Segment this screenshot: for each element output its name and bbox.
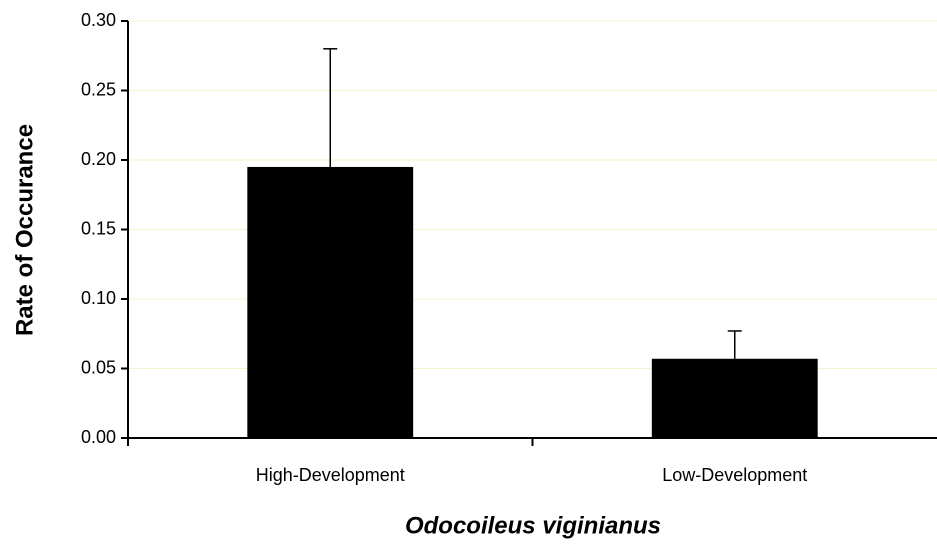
y-tick-label: 0.05 [81,357,116,377]
y-tick-label: 0.30 [81,10,116,30]
y-tick-label: 0.00 [81,427,116,447]
y-axis-title: Rate of Occurance [11,124,38,336]
x-tick-label: Low-Development [662,465,807,485]
x-tick-label: High-Development [256,465,405,485]
bar [651,358,818,438]
y-tick-label: 0.20 [81,149,116,169]
y-tick-label: 0.10 [81,288,116,308]
x-axis-title: Odocoileus viginianus [405,512,661,539]
bar [247,166,414,438]
y-tick-label: 0.15 [81,218,116,238]
y-tick-label: 0.25 [81,79,116,99]
